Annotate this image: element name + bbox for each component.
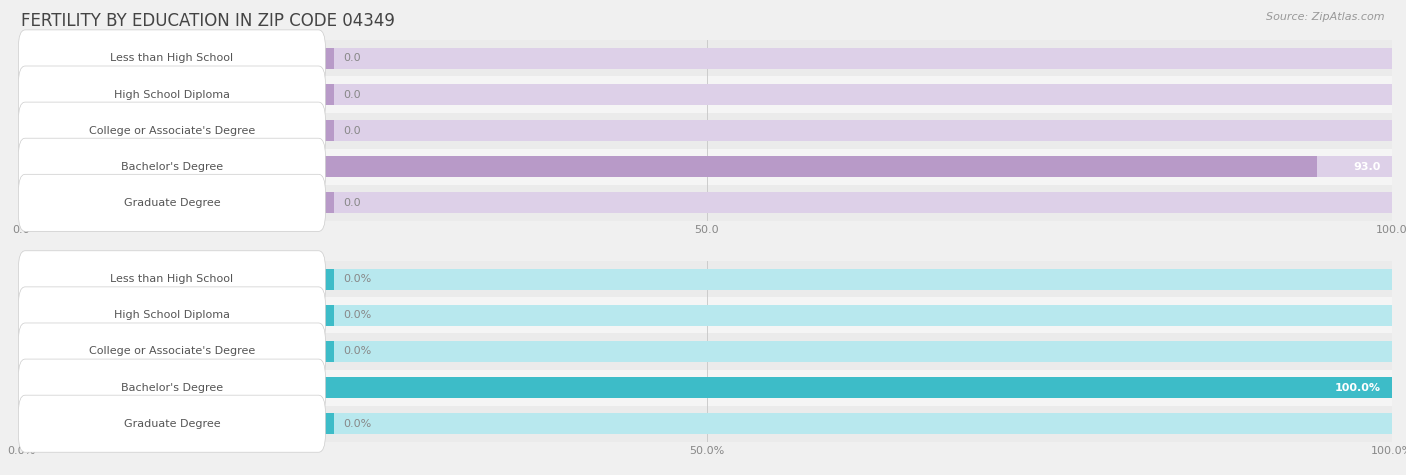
Bar [322,48,1392,69]
FancyBboxPatch shape [18,251,325,308]
Text: 0.0%: 0.0% [343,274,371,285]
Bar [322,120,333,141]
Text: Graduate Degree: Graduate Degree [124,198,221,208]
Bar [322,377,1392,398]
Bar [21,113,1392,149]
Bar [322,84,333,105]
Bar [322,341,1392,362]
FancyBboxPatch shape [18,138,325,195]
Bar [21,261,1392,297]
Text: Less than High School: Less than High School [110,274,233,285]
Bar [21,406,1392,442]
Text: Source: ZipAtlas.com: Source: ZipAtlas.com [1267,12,1385,22]
Bar [21,333,1392,370]
Text: 0.0%: 0.0% [343,310,371,321]
Text: 0.0: 0.0 [343,89,361,100]
Bar [322,305,1392,326]
Text: Bachelor's Degree: Bachelor's Degree [121,382,224,393]
Text: High School Diploma: High School Diploma [114,89,231,100]
Bar [21,76,1392,113]
Bar [322,84,1392,105]
Bar [322,120,1392,141]
Bar [21,185,1392,221]
Bar [322,192,1392,213]
FancyBboxPatch shape [18,66,325,123]
FancyBboxPatch shape [18,323,325,380]
Bar [322,413,1392,434]
Bar [322,377,1392,398]
FancyBboxPatch shape [18,287,325,344]
Bar [21,370,1392,406]
Bar [322,341,333,362]
Text: 0.0: 0.0 [343,198,361,208]
Text: College or Associate's Degree: College or Associate's Degree [89,125,254,136]
Bar [21,40,1392,76]
FancyBboxPatch shape [18,395,325,452]
Bar [322,156,1392,177]
Text: Less than High School: Less than High School [110,53,233,64]
Bar [322,269,1392,290]
Bar [322,269,333,290]
FancyBboxPatch shape [18,30,325,87]
Text: FERTILITY BY EDUCATION IN ZIP CODE 04349: FERTILITY BY EDUCATION IN ZIP CODE 04349 [21,12,395,30]
Bar [322,305,333,326]
Text: 93.0: 93.0 [1354,162,1381,172]
Text: 0.0%: 0.0% [343,418,371,429]
Text: 0.0: 0.0 [343,53,361,64]
Bar [322,377,333,398]
Bar [322,48,333,69]
Text: High School Diploma: High School Diploma [114,310,231,321]
Bar [322,413,333,434]
Bar [322,192,333,213]
Text: 0.0: 0.0 [343,125,361,136]
Bar [322,156,1317,177]
Text: Bachelor's Degree: Bachelor's Degree [121,162,224,172]
Bar [21,297,1392,333]
FancyBboxPatch shape [18,102,325,159]
Text: 100.0%: 100.0% [1334,382,1381,393]
Bar [322,156,333,177]
FancyBboxPatch shape [18,359,325,416]
FancyBboxPatch shape [18,174,325,231]
Text: 0.0%: 0.0% [343,346,371,357]
Text: College or Associate's Degree: College or Associate's Degree [89,346,254,357]
Bar [21,149,1392,185]
Text: Graduate Degree: Graduate Degree [124,418,221,429]
